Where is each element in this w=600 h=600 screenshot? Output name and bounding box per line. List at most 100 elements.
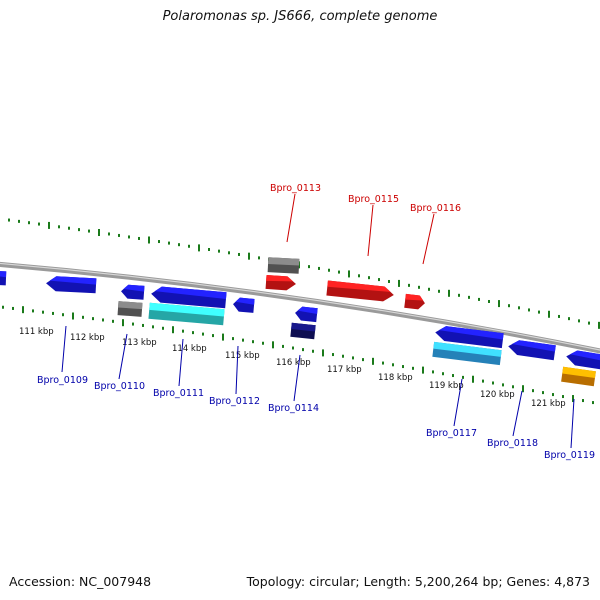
tick-mark xyxy=(68,226,70,230)
tick-mark xyxy=(292,346,294,350)
tick-mark xyxy=(428,287,430,291)
tick-mark xyxy=(558,314,560,318)
tick-mark xyxy=(358,274,360,278)
tick-mark xyxy=(312,349,314,353)
tick-mark xyxy=(482,379,484,383)
tick-mark xyxy=(192,331,194,335)
tick-mark xyxy=(448,289,450,297)
tick-mark xyxy=(528,308,530,312)
forward-gene-arrow-top-face xyxy=(266,274,293,282)
navy-feature-top-face xyxy=(291,322,316,332)
tick-mark xyxy=(462,375,464,379)
genome-summary-text: Topology: circular; Length: 5,200,264 bp… xyxy=(246,574,590,589)
genome-backbone xyxy=(0,261,600,354)
tick-mark xyxy=(152,325,154,329)
reverse-gene-arrow xyxy=(121,284,145,300)
tick-mark xyxy=(102,318,104,322)
tick-mark xyxy=(28,221,30,225)
tick-mark xyxy=(208,248,210,252)
tick-mark xyxy=(262,341,264,345)
reverse-gene-arrow xyxy=(566,350,600,371)
tick-mark xyxy=(502,383,504,387)
tick-mark xyxy=(92,317,94,321)
accession-text: Accession: NC_007948 xyxy=(9,574,152,589)
forward-gene-arrow xyxy=(265,274,296,291)
tick-mark xyxy=(218,249,220,253)
tick-mark xyxy=(458,293,460,297)
tick-mark xyxy=(408,283,410,287)
tick-mark xyxy=(498,300,500,308)
tick-mark xyxy=(198,244,200,252)
kbp-label: 112 kbp xyxy=(70,333,105,343)
reverse-gene-arrow xyxy=(46,276,97,294)
kbp-label: 119 kbp xyxy=(429,381,464,391)
gene-label: Bpro_0113 xyxy=(270,183,321,194)
tick-mark xyxy=(172,326,174,334)
backbone-line xyxy=(0,261,600,354)
gene-label: Bpro_0109 xyxy=(37,375,88,386)
tick-mark xyxy=(368,276,370,280)
gene-label: Bpro_0110 xyxy=(94,381,145,392)
tick-mark xyxy=(512,385,514,389)
tick-mark xyxy=(508,304,510,308)
tick-mark xyxy=(212,334,214,338)
gray-feature-upper-top-face xyxy=(268,257,300,266)
callout-line xyxy=(293,354,301,402)
tick-mark xyxy=(168,241,170,245)
kbp-scale-labels: 111 kbp 112 kbp 113 kbp 114 kbp 115 kbp 116 k… xyxy=(19,327,566,409)
tick-mark xyxy=(592,401,594,405)
callout-line xyxy=(118,333,128,380)
tick-mark xyxy=(518,306,520,310)
tick-mark xyxy=(118,233,120,237)
forward-gene-arrow-top-face xyxy=(327,280,391,292)
kbp-label: 111 kbp xyxy=(19,327,54,337)
gene-features xyxy=(0,257,600,387)
tick-mark xyxy=(422,366,424,374)
gene-callouts: Bpro_0113 Bpro_0115 Bpro_0116 Bpro_0109 Bpro… xyxy=(37,183,595,461)
reverse-gene-arrow-top-face xyxy=(570,350,600,362)
reverse-gene-arrow xyxy=(295,306,318,323)
tick-mark xyxy=(442,372,444,376)
tick-mark xyxy=(72,312,74,320)
gene-label: Bpro_0114 xyxy=(268,403,319,414)
reverse-gene-arrow-top-face xyxy=(235,297,255,305)
cyan-feature xyxy=(148,302,225,326)
tick-mark xyxy=(542,391,544,395)
tick-mark xyxy=(48,221,50,229)
tick-mark xyxy=(582,399,584,403)
tick-mark xyxy=(8,218,10,222)
tick-mark xyxy=(88,229,90,233)
gene-label: Bpro_0111 xyxy=(153,388,204,399)
tick-mark xyxy=(548,310,550,318)
gray-feature-lower-top-face xyxy=(118,301,143,310)
reverse-gene-arrow-top-face xyxy=(49,276,97,285)
tick-mark xyxy=(452,374,454,378)
reverse-gene-arrow xyxy=(435,326,504,349)
tick-mark xyxy=(252,340,254,344)
forward-gene-arrow xyxy=(326,280,394,302)
kbp-label: 118 kbp xyxy=(378,373,413,383)
tick-mark xyxy=(242,338,244,342)
tick-mark xyxy=(62,313,64,317)
tick-mark xyxy=(552,393,554,397)
tick-mark xyxy=(438,289,440,293)
tick-mark xyxy=(308,265,310,269)
tick-mark xyxy=(138,236,140,240)
tick-mark xyxy=(418,285,420,289)
tick-mark xyxy=(228,251,230,255)
tick-mark xyxy=(272,341,274,349)
tick-mark xyxy=(122,319,124,327)
tick-mark xyxy=(598,321,600,329)
tick-mark xyxy=(78,228,80,232)
forward-gene-arrow xyxy=(404,293,425,310)
tick-mark xyxy=(322,349,324,357)
reverse-gene-arrow-top-face xyxy=(123,284,145,292)
callout-line xyxy=(235,345,239,395)
light-blue-feature-top-face xyxy=(433,341,502,357)
gene-label: Bpro_0117 xyxy=(426,428,477,439)
navy-feature xyxy=(290,322,316,340)
tick-mark xyxy=(182,329,184,333)
reverse-gene-arrow-top-face xyxy=(297,306,318,315)
